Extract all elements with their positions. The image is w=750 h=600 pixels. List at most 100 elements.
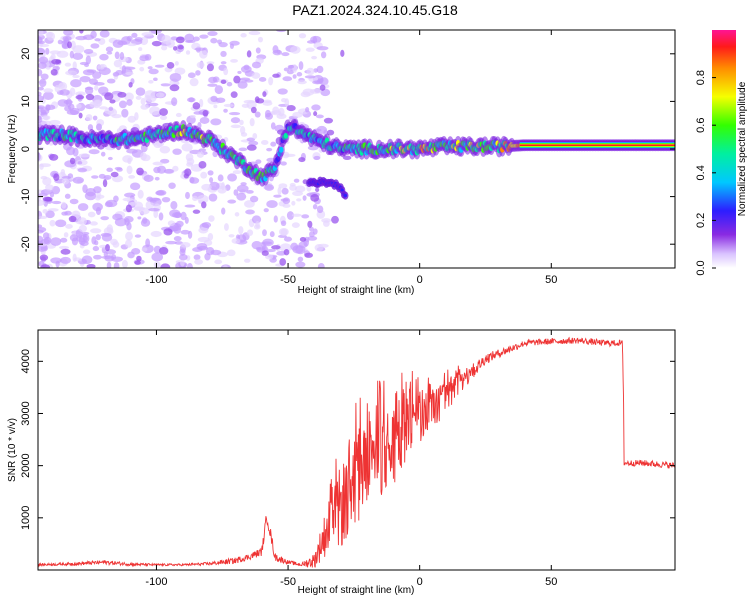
spectrogram-speckle: [170, 201, 178, 210]
spectrogram-speckle: [161, 45, 168, 51]
spectrogram-speckle: [243, 99, 255, 104]
spectrogram-speckle: [172, 46, 178, 51]
spectrogram-speckle: [304, 75, 316, 79]
spectrogram-speckle: [97, 86, 109, 95]
spectrogram-speckle: [307, 220, 313, 228]
spectrogram-speckle: [315, 187, 320, 192]
spectrogram-speckle: [92, 115, 98, 121]
spectrogram-speckle: [134, 260, 141, 265]
spectrogram-speckle: [94, 38, 101, 42]
colorbar-ticks: 0.0 0.2 0.4 0.6 0.8: [695, 70, 716, 276]
spectrogram-speckle: [121, 259, 128, 268]
spectrogram-speckle: [38, 235, 44, 244]
spectrogram-speckle: [312, 228, 318, 235]
spectrogram-speckle: [38, 56, 49, 64]
spectrogram-speckle: [85, 114, 93, 122]
spectrogram-speckle: [180, 259, 185, 267]
spectrogram-speckle: [316, 46, 329, 51]
spectrogram-speckle: [226, 81, 233, 87]
spectrogram-speckle: [218, 42, 228, 48]
spectrogram-speckle: [58, 245, 70, 250]
spectrogram-speckle: [95, 234, 101, 241]
spectrogram-speckle: [231, 238, 241, 244]
spectrogram-speckle: [42, 208, 48, 214]
spectrogram-speckle: [86, 69, 97, 73]
spectrogram-speckle: [246, 137, 256, 142]
spectrogram-speckle: [228, 112, 241, 116]
spectrogram-speckle: [198, 160, 207, 169]
spectrogram-speckle: [189, 78, 199, 87]
spectrogram-speckle: [106, 167, 113, 172]
spectrogram-speckle: [125, 204, 132, 213]
spectrogram-speckle: [121, 108, 129, 118]
spectrogram-speckle: [204, 252, 211, 261]
spectrogram-speckle: [38, 47, 46, 55]
snr-x-tick-label: -50: [280, 576, 296, 588]
spectrogram-speckle: [208, 76, 218, 84]
spectrogram-speckle: [122, 155, 133, 163]
spectrogram-speckle: [124, 239, 133, 248]
spectrogram-speckle: [194, 259, 204, 265]
spectrogram-speckle: [145, 238, 151, 248]
snr-y-tick-label: 3000: [20, 401, 32, 425]
spectrogram-speckle: [246, 50, 252, 58]
spectrogram-speckle: [134, 112, 139, 121]
spectrogram-speckle: [284, 153, 296, 157]
spectrogram-speckle: [124, 66, 136, 70]
spectrogram-speckle: [163, 169, 174, 174]
spectrogram-speckle: [89, 221, 98, 226]
spectrogram-speckle: [61, 178, 70, 185]
spectrogram-speckle: [226, 249, 236, 257]
spectrogram-speckle: [105, 244, 110, 252]
spectrogram-speckle: [90, 228, 102, 234]
spectrogram-speckle: [222, 265, 228, 268]
spectrogram-speckle: [106, 51, 113, 55]
snr-x-tick-label: -100: [145, 576, 167, 588]
spectrogram-speckle: [238, 147, 248, 152]
spectrogram-speckle: [266, 249, 276, 253]
spectrogram-speckle: [272, 106, 280, 115]
spectrogram-speckle: [93, 186, 102, 194]
spectrogram-speckle: [125, 231, 133, 241]
spectrogram-speckle: [70, 40, 76, 50]
spectrogram-speckle: [207, 83, 218, 87]
spectrogram-speckle: [184, 168, 192, 177]
spectrogram-speckle: [116, 167, 123, 172]
spectrogram-speckle: [147, 66, 153, 70]
spectrogram-speckle: [42, 196, 52, 202]
spectrogram-speckle: [60, 256, 72, 264]
spectrogram-speckle: [243, 64, 250, 71]
spectrogram-speckle: [102, 179, 108, 188]
spectrogram-speckle: [139, 66, 145, 72]
spectrogram-speckle: [195, 70, 201, 76]
spectrogram-speckle: [294, 185, 306, 193]
spectrogram-speckle: [251, 72, 261, 79]
spectrogram-speckle: [42, 91, 54, 101]
spectrogram-speckle: [286, 211, 294, 220]
spectrogram-speckle: [184, 204, 196, 208]
spectrogram-speckle: [262, 91, 267, 97]
snr-x-tick-label: 50: [545, 576, 557, 588]
spectrogram-speckle: [92, 246, 100, 252]
spectrogram-speckle: [45, 47, 50, 55]
spectrogram-speckle: [142, 217, 148, 224]
spectrogram-speckle: [210, 249, 222, 256]
spectrogram-speckle: [214, 259, 223, 265]
spectrogram-speckle: [317, 263, 325, 268]
ridge-mark: [279, 146, 284, 153]
spectrogram-speckle: [77, 161, 83, 165]
spectrogram-speckle: [126, 99, 133, 106]
spectrogram-speckle: [181, 143, 193, 152]
spectrogram-speckle: [109, 99, 116, 104]
spectrogram-speckle: [313, 111, 318, 117]
spectrogram-speckle: [255, 246, 262, 251]
spectrogram-speckle: [131, 32, 138, 38]
spectrogram-y-tick-label: 20: [20, 48, 32, 60]
spectrogram-speckle: [177, 45, 184, 50]
spectrogram-speckle: [291, 222, 300, 229]
spectrogram-speckle: [187, 72, 196, 79]
spectrogram-speckle: [249, 195, 259, 203]
spectrogram-speckle: [64, 62, 72, 67]
spectrogram-speckle: [187, 97, 196, 103]
spectrogram-speckle: [230, 58, 238, 63]
